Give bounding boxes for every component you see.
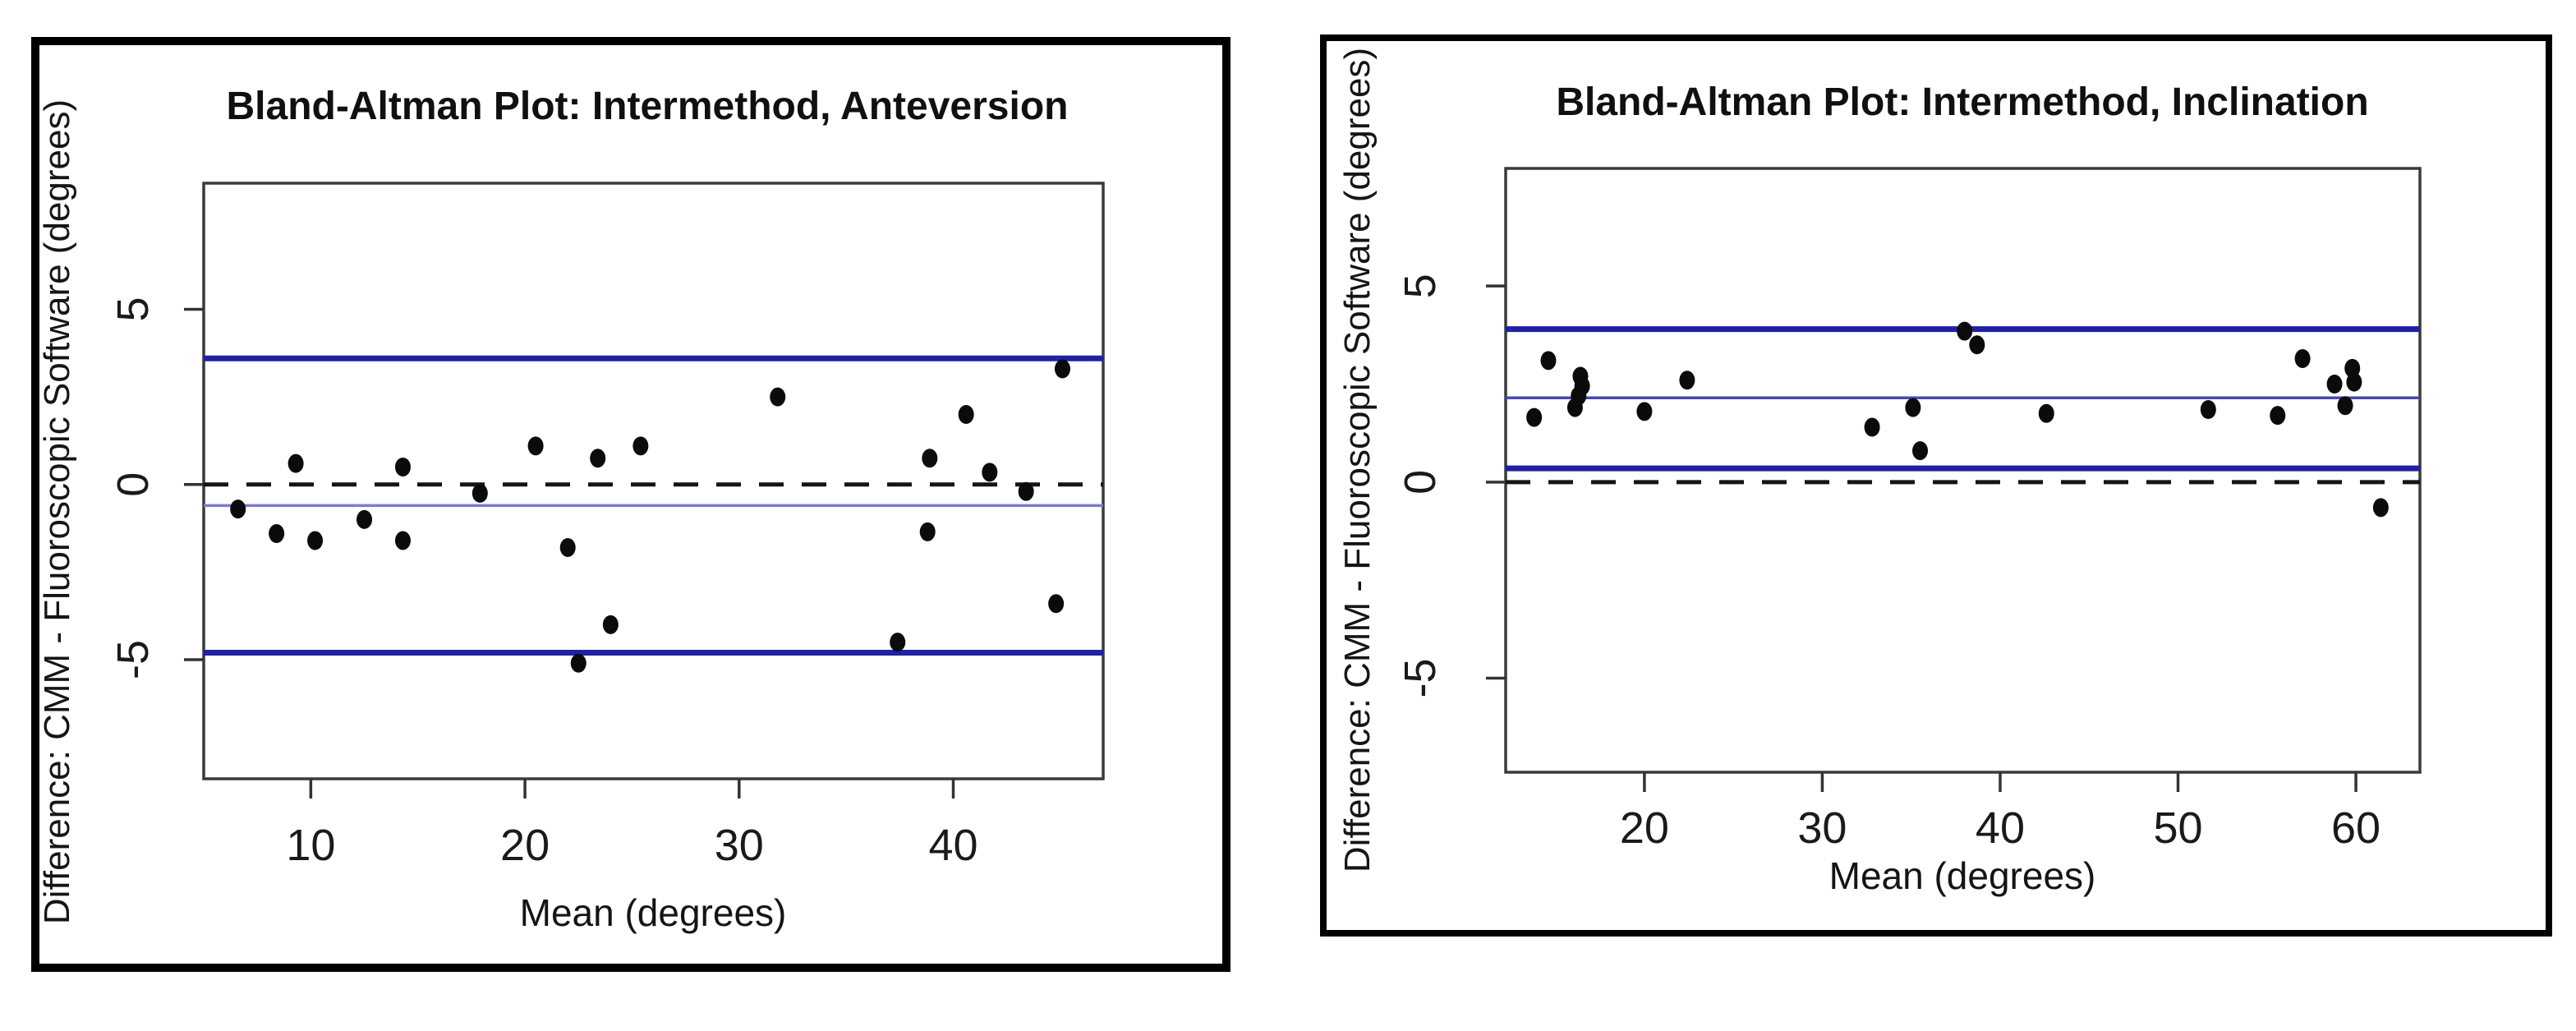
x-tick-label: 50 xyxy=(2153,803,2202,853)
data-point xyxy=(1540,351,1557,371)
y-tick-label: 5 xyxy=(1396,274,1445,298)
x-axis-label: Mean (degrees) xyxy=(520,891,787,934)
data-point xyxy=(1526,407,1543,427)
data-point xyxy=(2346,372,2362,392)
data-point xyxy=(2337,396,2353,416)
plot-box xyxy=(202,182,1105,780)
data-point xyxy=(2038,403,2054,423)
data-point xyxy=(394,457,411,476)
x-tick-label: 40 xyxy=(1976,803,2025,853)
data-point xyxy=(394,531,411,550)
y-axis-label: Difference: CMM - Fluoroscopic Software … xyxy=(1337,48,1378,872)
data-point xyxy=(527,436,544,456)
x-tick-label: 20 xyxy=(500,821,550,870)
y-tick-label: 0 xyxy=(1396,470,1445,495)
y-tick-label: -5 xyxy=(1396,658,1445,697)
x-tick-label: 30 xyxy=(1797,803,1847,853)
data-point xyxy=(1018,481,1034,501)
data-point xyxy=(2270,406,2286,426)
y-tick-label: 5 xyxy=(108,297,158,322)
data-point xyxy=(269,523,285,543)
data-point xyxy=(2372,498,2389,518)
y-axis-label: Difference: CMM - Fluoroscopic Software … xyxy=(37,99,77,924)
data-point xyxy=(1679,371,1695,390)
data-point xyxy=(570,653,586,673)
x-tick-label: 40 xyxy=(928,821,978,870)
data-point xyxy=(1636,402,1653,421)
data-point xyxy=(559,538,576,558)
data-point xyxy=(1572,366,1589,386)
data-point xyxy=(307,531,324,550)
data-point xyxy=(982,463,998,482)
data-point xyxy=(922,449,938,468)
data-point xyxy=(2294,348,2311,368)
x-axis-label: Mean (degrees) xyxy=(1829,854,2096,897)
data-point xyxy=(958,404,974,424)
data-point xyxy=(1048,594,1065,614)
data-point xyxy=(602,614,619,634)
data-point xyxy=(230,499,246,519)
data-point xyxy=(1969,335,1985,355)
figure-frame xyxy=(1320,35,2552,937)
x-tick-label: 10 xyxy=(286,821,335,870)
data-point xyxy=(770,387,786,407)
x-tick-label: 20 xyxy=(1620,803,1669,853)
y-tick-label: 0 xyxy=(108,472,158,497)
data-point xyxy=(890,633,906,652)
data-point xyxy=(632,436,649,456)
data-point xyxy=(472,483,488,503)
anteversion-figure: Bland-Altman Plot: Intermethod, Antevers… xyxy=(31,37,1230,972)
inclination-figure: Bland-Altman Plot: Intermethod, Inclinat… xyxy=(1320,35,2552,937)
y-tick-label: -5 xyxy=(108,640,158,679)
data-point xyxy=(356,509,373,529)
x-tick-label: 30 xyxy=(715,821,764,870)
data-point xyxy=(288,453,304,473)
data-point xyxy=(590,449,606,468)
chart-title: Bland-Altman Plot: Intermethod, Inclinat… xyxy=(1556,81,2368,124)
data-point xyxy=(2200,400,2216,420)
data-point xyxy=(2326,375,2343,394)
data-point xyxy=(1864,417,1880,437)
data-point xyxy=(919,522,936,541)
data-point xyxy=(1912,441,1929,461)
data-point xyxy=(1054,359,1070,379)
x-tick-label: 60 xyxy=(2331,803,2380,853)
chart-title: Bland-Altman Plot: Intermethod, Antevers… xyxy=(227,85,1069,128)
data-point xyxy=(1905,398,1921,417)
data-point xyxy=(1957,321,1973,341)
